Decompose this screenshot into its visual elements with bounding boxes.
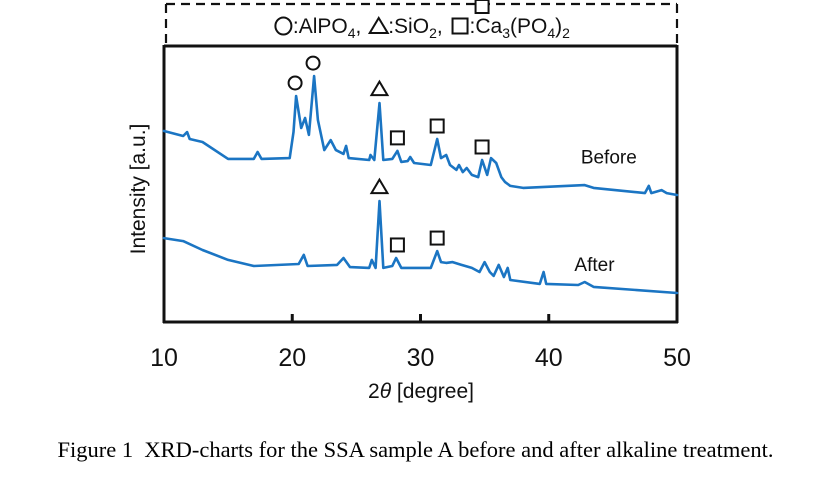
x-tick-label: 20	[278, 344, 306, 372]
square-marker-before	[389, 130, 405, 146]
triangle-marker-before	[369, 79, 390, 97]
legend-square-icon	[451, 17, 469, 35]
trace-label-before: Before	[581, 147, 637, 168]
x-tick-label: 40	[535, 344, 563, 372]
figure-caption: Figure 1 XRD-charts for the SSA sample A…	[57, 437, 774, 462]
legend-circle-icon	[274, 16, 293, 36]
x-axis-title: 2θ [degree]	[368, 380, 474, 403]
xrd-chart: :AlPO4, :SiO2, :Ca3(PO4)2 10 20 30 40 50 Bef…	[127, 0, 691, 403]
x-tick-label: 30	[407, 344, 435, 372]
square-marker-after	[429, 230, 445, 246]
circle-marker-before	[287, 75, 303, 91]
legend-text: :AlPO4, :SiO2, :Ca3(PO4)2	[272, 15, 570, 41]
circle-marker-before	[305, 55, 321, 71]
legend-border	[164, 2, 679, 46]
trace-before	[162, 74, 679, 197]
trace-label-after: After	[574, 255, 615, 276]
x-tick-label: 50	[663, 344, 691, 372]
square-marker-after	[389, 237, 405, 253]
trace-after	[162, 199, 679, 295]
square-marker-before	[474, 139, 490, 155]
triangle-marker-after	[369, 177, 390, 195]
legend-triangle-icon	[367, 16, 390, 34]
square-marker-after	[474, 0, 490, 14]
y-axis-title: Intensity [a.u.]	[127, 124, 150, 255]
square-marker-before	[429, 118, 445, 134]
x-tick-label: 10	[150, 344, 178, 372]
plot-frame	[162, 44, 679, 324]
legend: :AlPO4, :SiO2, :Ca3(PO4)2	[164, 2, 679, 46]
